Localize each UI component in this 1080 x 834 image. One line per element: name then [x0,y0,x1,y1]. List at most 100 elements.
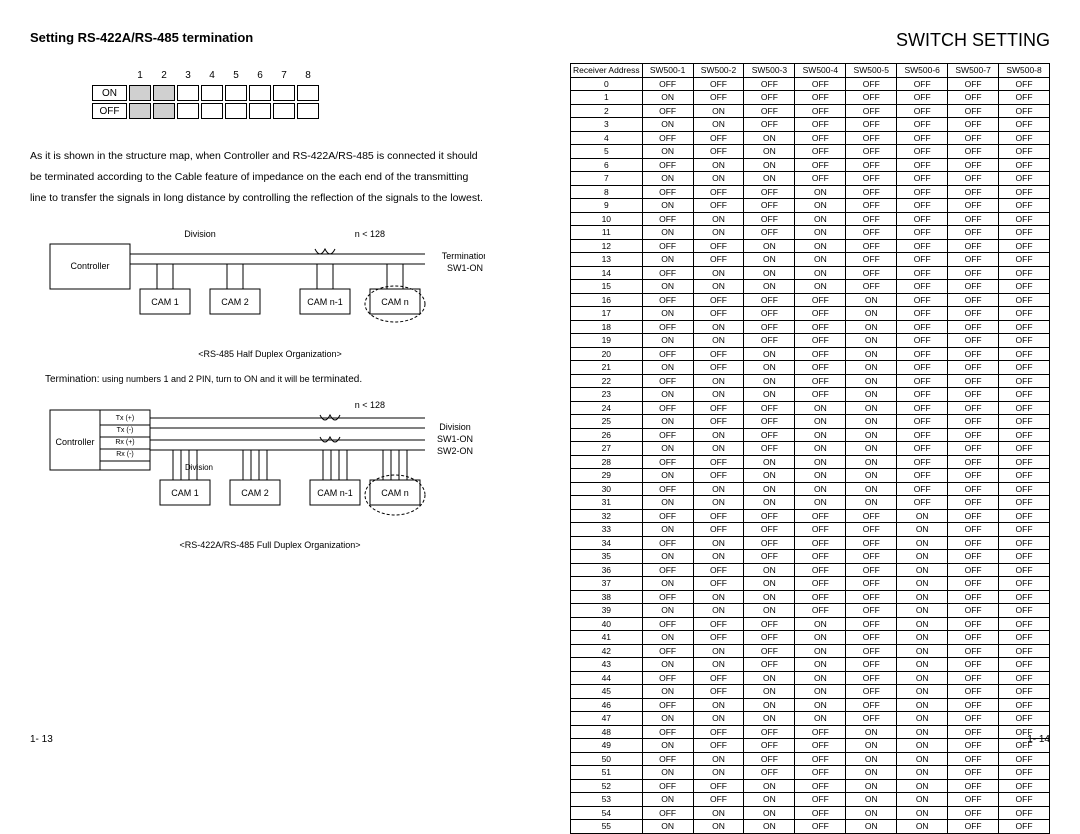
switch-cell: OFF [948,388,999,402]
dip-on-1 [129,85,151,101]
switch-cell: OFF [999,199,1050,213]
switch-cell: 18 [571,320,643,334]
term-note-post: terminated. [312,374,362,385]
switch-cell: 44 [571,671,643,685]
switch-cell: OFF [999,644,1050,658]
switch-cell: OFF [795,118,846,132]
switch-cell: ON [795,266,846,280]
switch-cell: OFF [948,509,999,523]
dip-col-4: 4 [201,67,223,83]
switch-cell: OFF [846,644,897,658]
switch-cell: ON [744,685,795,699]
switch-cell: ON [744,793,795,807]
switch-cell: ON [744,671,795,685]
switch-cell: OFF [795,550,846,564]
switch-cell: OFF [897,307,948,321]
switch-cell: 21 [571,361,643,375]
switch-header: SW500-4 [795,64,846,78]
switch-cell: 15 [571,280,643,294]
switch-header: SW500-7 [948,64,999,78]
switch-cell: 3 [571,118,643,132]
switch-cell: 6 [571,158,643,172]
switch-cell: 31 [571,496,643,510]
switch-cell: ON [846,779,897,793]
switch-cell: OFF [948,455,999,469]
term-note-pre: Termination: [45,374,99,385]
switch-cell: OFF [999,523,1050,537]
svg-text:Rx (-): Rx (-) [116,451,134,458]
switch-cell: OFF [948,563,999,577]
switch-header: SW500-2 [693,64,744,78]
switch-cell: OFF [999,239,1050,253]
dip-off-6 [249,103,271,119]
switch-cell: OFF [744,185,795,199]
switch-cell: OFF [948,725,999,739]
switch-cell: OFF [897,496,948,510]
switch-cell: ON [897,617,948,631]
switch-cell: OFF [693,199,744,213]
switch-cell: 34 [571,536,643,550]
switch-row: 15ONONONONOFFOFFOFFOFF [571,280,1050,294]
switch-cell: OFF [795,766,846,780]
switch-cell: OFF [693,77,744,91]
dip-off-3 [177,103,199,119]
switch-cell: OFF [948,739,999,753]
switch-header: SW500-5 [846,64,897,78]
switch-cell: ON [897,604,948,618]
switch-cell: OFF [744,212,795,226]
switch-cell: ON [795,280,846,294]
switch-row: 40OFFOFFOFFONOFFONOFFOFF [571,617,1050,631]
switch-cell: OFF [948,293,999,307]
switch-cell: OFF [846,212,897,226]
switch-cell: OFF [795,307,846,321]
switch-cell: OFF [999,820,1050,834]
switch-cell: OFF [642,779,693,793]
switch-cell: ON [744,361,795,375]
switch-cell: OFF [744,766,795,780]
full-duplex-caption: <RS-422A/RS-485 Full Duplex Organization… [30,540,510,550]
switch-cell: ON [693,752,744,766]
switch-cell: 50 [571,752,643,766]
switch-cell: ON [642,685,693,699]
switch-cell: ON [642,523,693,537]
switch-cell: OFF [948,280,999,294]
switch-cell: 51 [571,766,643,780]
switch-cell: OFF [999,482,1050,496]
switch-cell: OFF [999,415,1050,429]
switch-cell: ON [795,482,846,496]
switch-cell: ON [744,496,795,510]
switch-cell: ON [693,118,744,132]
switch-cell: ON [897,523,948,537]
switch-cell: ON [642,793,693,807]
switch-cell: ON [642,577,693,591]
switch-cell: OFF [948,334,999,348]
switch-cell: ON [846,428,897,442]
svg-text:Division: Division [184,229,216,239]
switch-cell: ON [744,698,795,712]
switch-row: 25ONOFFOFFONONOFFOFFOFF [571,415,1050,429]
switch-row: 6OFFONONOFFOFFOFFOFFOFF [571,158,1050,172]
switch-cell: OFF [999,104,1050,118]
switch-cell: 45 [571,685,643,699]
switch-cell: OFF [897,388,948,402]
svg-text:CAM n: CAM n [381,488,409,498]
dip-col-6: 6 [249,67,271,83]
switch-cell: OFF [897,145,948,159]
switch-header: SW500-8 [999,64,1050,78]
switch-cell: OFF [693,725,744,739]
switch-cell: OFF [999,428,1050,442]
switch-cell: OFF [693,239,744,253]
switch-cell: ON [846,415,897,429]
switch-cell: 8 [571,185,643,199]
switch-cell: OFF [795,104,846,118]
switch-cell: ON [897,644,948,658]
switch-row: 46OFFONONONOFFONOFFOFF [571,698,1050,712]
switch-cell: OFF [846,172,897,186]
switch-cell: OFF [897,428,948,442]
switch-row: 31ONONONONONOFFOFFOFF [571,496,1050,510]
switch-row: 37ONOFFONOFFOFFONOFFOFF [571,577,1050,591]
switch-cell: OFF [999,550,1050,564]
switch-cell: ON [846,725,897,739]
switch-cell: ON [795,644,846,658]
switch-cell: OFF [846,91,897,105]
